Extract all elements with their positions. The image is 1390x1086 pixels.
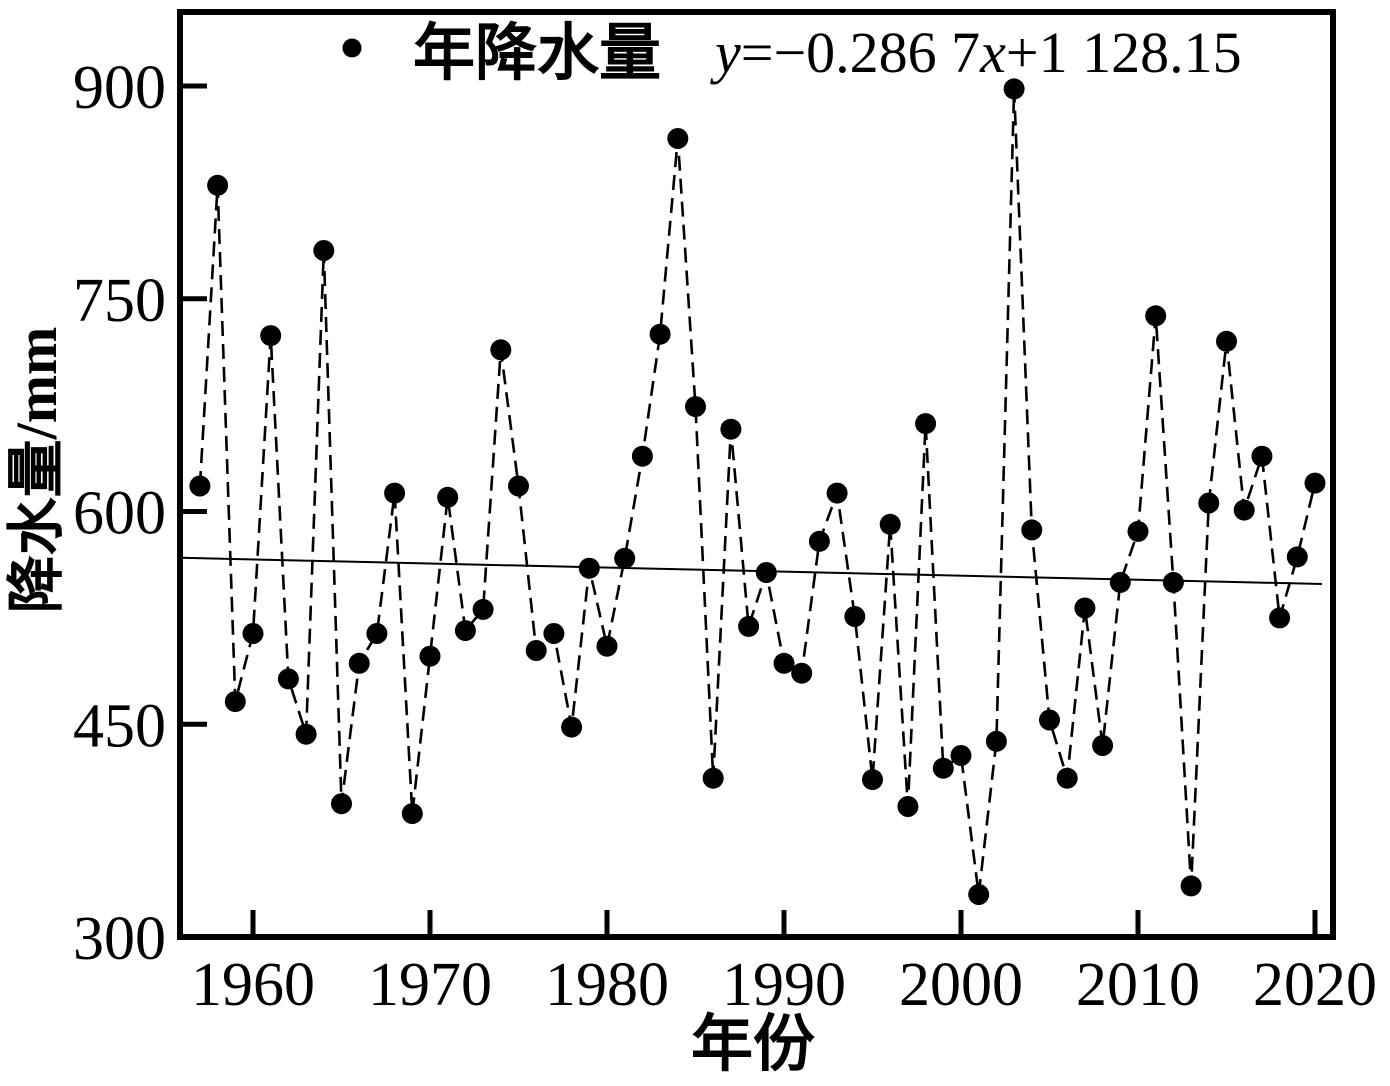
data-point [773, 652, 795, 674]
data-point [437, 486, 459, 508]
data-point [1180, 875, 1202, 897]
data-point [472, 598, 494, 620]
data-point [454, 620, 476, 642]
data-point [685, 396, 706, 418]
trend-line-group [180, 556, 1323, 585]
y-axis-title: 降水量/mm [4, 327, 69, 614]
data-point [1092, 735, 1114, 756]
data-point [932, 757, 954, 779]
data-point [968, 884, 990, 905]
data-point [614, 547, 636, 569]
data-point [950, 745, 972, 766]
data-point [879, 513, 901, 535]
trend-equation: y=−0.286 7x+1 128.15 [710, 20, 1242, 85]
x-axis: 1960 1970 1980 1990 2000 2010 2020 [191, 910, 1377, 1019]
data-point [702, 767, 724, 789]
data-point [419, 645, 441, 667]
data-point [207, 174, 229, 196]
data-point [1198, 492, 1220, 514]
data-point [1039, 709, 1060, 731]
data-point [1286, 546, 1308, 568]
data-point [1021, 519, 1043, 541]
data-point [525, 640, 547, 661]
data-point [189, 475, 211, 497]
data-point [649, 323, 671, 345]
data-point [260, 325, 282, 347]
x-tick-label: 1960 [191, 951, 315, 1019]
data-point [1269, 607, 1291, 629]
x-tick-label: 1970 [368, 951, 492, 1019]
x-tick-label: 2000 [899, 951, 1023, 1019]
data-point [915, 413, 937, 435]
x-tick-label: 1990 [722, 951, 846, 1019]
data-point [862, 769, 883, 791]
data-point [543, 623, 565, 644]
data-point [348, 652, 370, 674]
data-point [720, 418, 742, 440]
data-point [791, 662, 813, 684]
data-series [189, 78, 1326, 905]
data-point [1233, 499, 1255, 521]
legend-marker-icon [342, 38, 362, 58]
data-point [1216, 330, 1237, 352]
data-point [295, 723, 317, 745]
y-tick-label: 750 [73, 267, 166, 335]
data-point [1109, 571, 1131, 593]
data-point [366, 623, 388, 644]
data-point [508, 475, 529, 497]
data-point [596, 635, 618, 657]
data-point [738, 615, 760, 637]
legend-label: 年降水量 [413, 19, 661, 88]
data-point [808, 530, 830, 552]
data-point [401, 803, 423, 825]
y-tick-label: 600 [73, 480, 166, 548]
y-axis: 300 450 600 750 900 [73, 54, 207, 973]
data-point [1003, 78, 1025, 100]
data-point [490, 339, 512, 361]
data-point [1056, 767, 1078, 789]
data-point [755, 562, 777, 583]
data-point [985, 730, 1007, 752]
data-point [578, 557, 600, 579]
x-axis-title: 年份 [691, 1010, 815, 1079]
x-tick-label: 2010 [1076, 951, 1200, 1019]
y-tick-label: 300 [73, 905, 166, 973]
y-tick-label: 900 [73, 54, 166, 122]
y-tick-label: 450 [73, 692, 166, 760]
data-point [561, 716, 583, 738]
data-point [1251, 445, 1273, 467]
data-point [844, 606, 866, 627]
data-point [277, 668, 299, 690]
data-point [1074, 597, 1096, 619]
data-point [384, 482, 406, 504]
data-point [826, 482, 848, 504]
data-point [313, 240, 335, 261]
data-point [242, 623, 264, 644]
data-point [1145, 305, 1167, 327]
data-point [631, 445, 653, 467]
data-point [1304, 472, 1326, 494]
data-point [224, 691, 246, 713]
data-point [331, 793, 352, 815]
data-point [1127, 520, 1149, 542]
trend-line [180, 556, 1323, 585]
x-tick-label: 2020 [1253, 951, 1377, 1019]
precipitation-series-line [198, 88, 1317, 895]
data-point [667, 128, 689, 149]
plot-border [177, 9, 1336, 940]
data-point [897, 796, 919, 817]
x-tick-label: 1980 [545, 951, 669, 1019]
data-point [1162, 571, 1184, 593]
